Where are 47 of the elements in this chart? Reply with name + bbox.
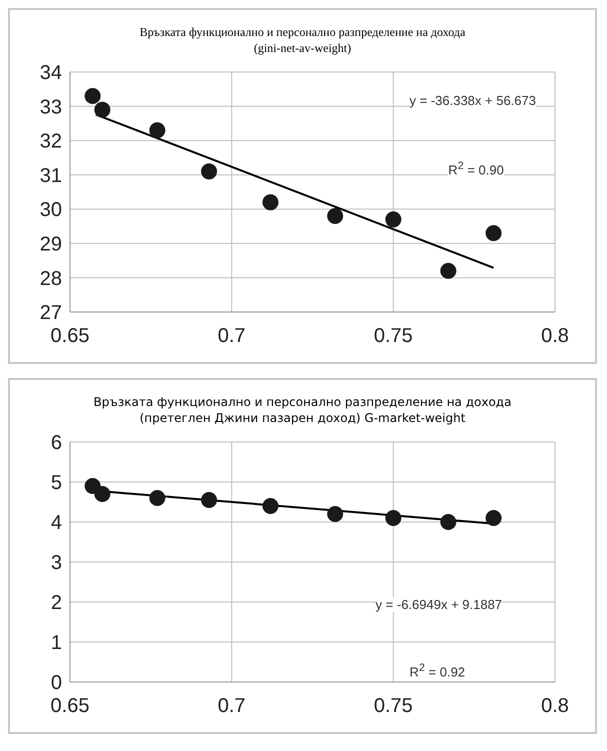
y-tick-label: 6 xyxy=(50,432,62,454)
point xyxy=(262,498,278,514)
point xyxy=(84,88,101,104)
y-tick-label: 27 xyxy=(40,302,62,324)
y-tick-label: 33 xyxy=(40,96,62,118)
point xyxy=(327,506,344,522)
y-tick-label: 1 xyxy=(50,632,62,654)
point xyxy=(201,163,218,180)
point xyxy=(94,102,110,118)
point xyxy=(486,510,502,526)
x-tick-label: 0.7 xyxy=(218,325,246,348)
x-tick-label: 0.8 xyxy=(541,325,569,348)
point xyxy=(486,225,502,242)
x-tick-label: 0.75 xyxy=(374,695,413,718)
y-tick-label: 34 xyxy=(40,62,62,84)
point xyxy=(327,208,344,224)
x-tick-label: 0.8 xyxy=(541,695,569,718)
annotation: R$^{2}$ = 0.90 xyxy=(448,160,504,178)
y-tick-label: 32 xyxy=(40,130,62,153)
point xyxy=(440,262,456,279)
y-tick-label: 2 xyxy=(50,592,62,614)
point xyxy=(149,122,166,138)
point xyxy=(385,211,402,228)
y-tick-label: 0 xyxy=(50,672,62,694)
x-tick-label: 0.7 xyxy=(218,695,246,718)
x-tick-label: 0.65 xyxy=(50,325,90,348)
point xyxy=(385,510,402,526)
y-tick-label: 28 xyxy=(40,268,62,290)
point xyxy=(201,492,218,508)
chart-title: Връзката функционално и персонално разпределение на дохода xyxy=(138,24,466,40)
chart-subtitle: (gini-net-av-weight) xyxy=(252,40,352,56)
point xyxy=(262,194,278,210)
point xyxy=(94,486,110,502)
x-tick-label: 0.65 xyxy=(50,695,90,718)
chart-title: Връзката функционално и персонално разпределение на дохода (претеглен Джини пазарен доход) G-market-weight xyxy=(92,394,512,426)
x-tick-label: 0.75 xyxy=(374,325,413,348)
y-tick-label: 3 xyxy=(50,552,62,574)
annotation: y = -36.338x + 56.673 xyxy=(410,92,536,108)
annotation: R$^{2}$ = 0.92 xyxy=(410,662,466,680)
point xyxy=(149,490,166,506)
annotation: y = -6.6949x + 9.1887 xyxy=(376,597,502,612)
point xyxy=(440,514,456,530)
y-tick-label: 4 xyxy=(50,512,62,534)
y-tick-label: 30 xyxy=(40,199,62,222)
y-tick-label: 29 xyxy=(40,234,62,256)
y-tick-label: 31 xyxy=(40,164,62,187)
y-tick-label: 5 xyxy=(50,472,62,494)
